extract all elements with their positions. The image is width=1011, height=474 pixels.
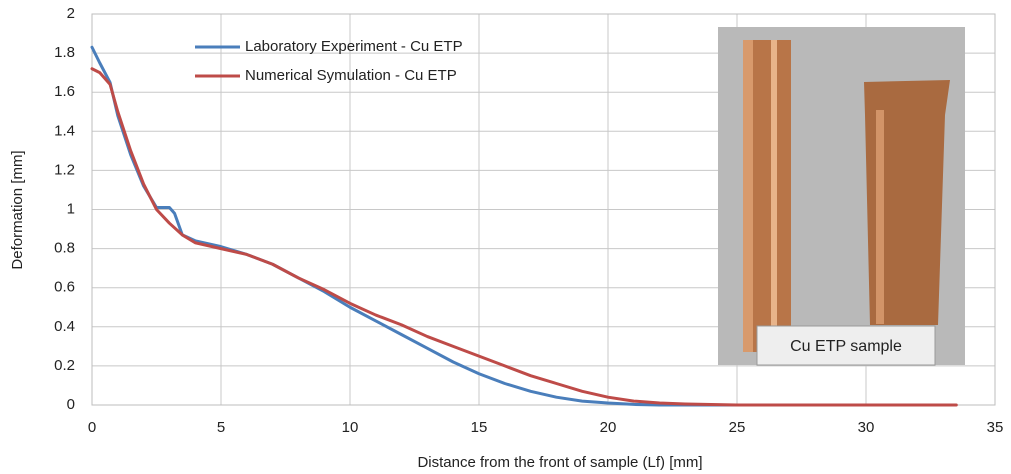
sample-photo: Cu ETP sample: [718, 27, 965, 366]
plot-frame: [91, 13, 996, 406]
data-line: [90, 45, 739, 407]
y-tick-label: 1.8: [54, 44, 75, 61]
y-axis-label: Deformation [mm]: [9, 150, 26, 269]
x-tick-label: 25: [729, 419, 746, 436]
y-tick-label: 0: [67, 396, 75, 413]
tube-right: [864, 80, 950, 325]
y-tick-label: 1.2: [54, 161, 75, 178]
x-tick-label: 30: [858, 419, 875, 436]
y-tick-label: 1.6: [54, 83, 75, 100]
tube-left-shine: [771, 40, 777, 352]
y-tick-label: 1: [67, 200, 75, 217]
tube-right-shine: [876, 110, 884, 324]
data-line: [90, 67, 958, 407]
x-tick-label: 0: [88, 419, 96, 436]
y-tick-label: 0.6: [54, 279, 75, 296]
legend-label: Numerical Symulation - Cu ETP: [245, 67, 457, 84]
x-tick-label: 35: [987, 419, 1004, 436]
x-tick-label: 10: [342, 419, 359, 436]
legend-label: Laboratory Experiment - Cu ETP: [245, 38, 463, 55]
y-tick-label: 0.8: [54, 240, 75, 257]
y-tick-label: 0.4: [54, 318, 75, 335]
x-axis-label: Distance from the front of sample (Lf) […: [417, 454, 702, 471]
x-tick-label: 5: [217, 419, 225, 436]
photo-label-box: [756, 325, 936, 366]
tube-left-highlight: [743, 40, 753, 352]
x-tick-label: 15: [471, 419, 488, 436]
photo-label: Cu ETP sample: [790, 338, 902, 355]
y-tick-label: 0.2: [54, 357, 75, 374]
y-tick-label: 1.4: [54, 122, 75, 139]
y-tick-label: 2: [67, 5, 75, 22]
x-tick-label: 20: [600, 419, 617, 436]
